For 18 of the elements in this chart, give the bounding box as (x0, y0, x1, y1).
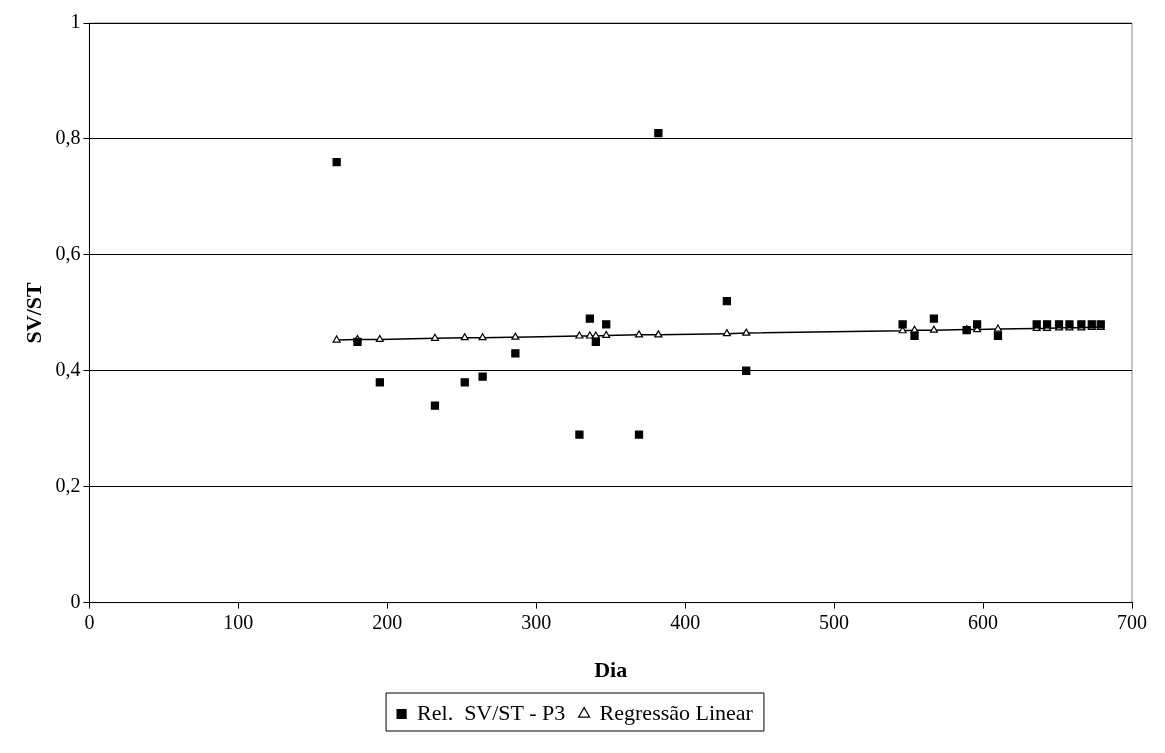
x-tick-label: 300 (521, 610, 552, 633)
legend-label: Regressão Linear (599, 699, 754, 725)
y-tick-label: 0,6 (55, 242, 81, 265)
y-tick-label: 1 (70, 10, 81, 33)
y-tick-label: 0 (70, 589, 81, 612)
x-tick-label: 400 (670, 610, 701, 633)
x-tick-label: 600 (968, 610, 999, 633)
y-tick-label: 0,8 (55, 126, 81, 149)
x-tick-label: 500 (819, 610, 850, 633)
legend-label: Rel. SV/ST - P3 (417, 699, 566, 725)
x-axis-title: Dia (594, 657, 628, 683)
x-tick-label: 200 (372, 610, 403, 633)
y-axis-title: SV/ST (20, 281, 46, 344)
x-tick-label: 100 (223, 610, 254, 633)
y-tick-label: 0,4 (55, 358, 81, 381)
y-tick-label: 0,2 (55, 473, 81, 496)
x-tick-label: 700 (1117, 610, 1147, 633)
x-tick-label: 0 (84, 610, 95, 633)
